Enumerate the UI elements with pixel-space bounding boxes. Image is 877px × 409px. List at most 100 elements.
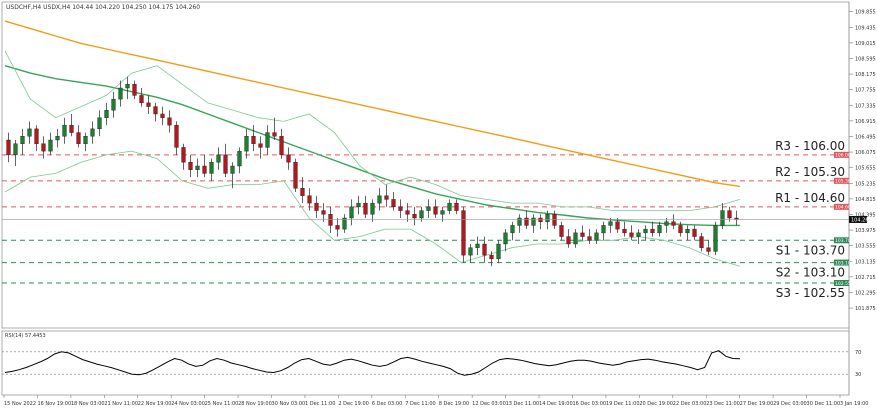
candle xyxy=(111,91,116,118)
candle xyxy=(300,177,305,204)
candle xyxy=(398,199,403,218)
candle xyxy=(237,147,242,174)
candle xyxy=(685,225,690,241)
rsi-tick-label: 30 xyxy=(855,372,861,378)
price-tick-label: 103.555 xyxy=(855,244,876,250)
candle xyxy=(328,206,333,233)
time-tick-label: 7 Dec 11:00 xyxy=(405,401,435,407)
candle xyxy=(223,143,228,178)
candle xyxy=(706,240,711,256)
level-tag-value: 105.300 xyxy=(835,179,854,185)
candle xyxy=(118,80,123,107)
candle xyxy=(258,136,263,159)
level-tag xyxy=(834,280,849,286)
price-tick-label: 102.715 xyxy=(855,275,876,281)
candle xyxy=(405,203,410,222)
price-tick-label: 103.135 xyxy=(855,259,876,265)
candle xyxy=(188,154,193,178)
candle xyxy=(678,221,683,237)
level-tag xyxy=(834,177,849,184)
price-tick-label: 102.295 xyxy=(855,290,876,296)
price-tick-label: 109.015 xyxy=(855,41,876,47)
candle xyxy=(286,147,291,170)
time-tick-label: 21 Nov 11:00 xyxy=(104,401,138,407)
candle xyxy=(55,128,60,148)
time-tick-label: 18 Nov 03:00 xyxy=(71,401,105,407)
candle xyxy=(538,214,543,230)
candle xyxy=(356,195,361,215)
candle xyxy=(643,225,648,241)
candle xyxy=(559,221,564,241)
time-tick-label: 22 Nov 19:00 xyxy=(138,401,172,407)
candle xyxy=(412,206,417,226)
candle xyxy=(62,117,67,144)
candle xyxy=(230,162,235,189)
price-tick-label: 106.075 xyxy=(855,150,876,156)
candle xyxy=(363,195,368,218)
price-tick-label: 105.655 xyxy=(855,166,876,172)
level-tag xyxy=(834,259,849,266)
candle xyxy=(447,199,452,215)
candle xyxy=(307,188,312,211)
time-tick-label: 30 Dec 11:00 xyxy=(807,401,841,407)
candle xyxy=(321,203,326,222)
candle xyxy=(566,229,571,248)
candle xyxy=(433,199,438,218)
candle xyxy=(482,236,487,263)
price-tick-label: 108.175 xyxy=(855,72,876,78)
candle xyxy=(496,240,501,263)
candle xyxy=(657,221,662,237)
candle xyxy=(181,143,186,170)
candle xyxy=(195,158,200,178)
candle xyxy=(167,110,172,133)
level-tag-value: 106.000 xyxy=(835,153,854,159)
level-label-s2: S2 - 103.10 xyxy=(776,266,845,280)
candle xyxy=(580,225,585,241)
time-tick-label: 13 Dec 11:00 xyxy=(506,401,540,407)
candle xyxy=(34,125,39,152)
candle xyxy=(692,225,697,241)
candle xyxy=(384,184,389,207)
level-tag xyxy=(834,237,849,244)
candle xyxy=(391,192,396,211)
price-tick-label: 107.755 xyxy=(855,88,876,94)
candle xyxy=(293,158,298,192)
candle xyxy=(615,218,620,233)
candle xyxy=(69,114,74,137)
candle xyxy=(104,102,109,126)
candle xyxy=(139,88,144,107)
time-tick-label: 30 Nov 03:00 xyxy=(272,401,306,407)
candle xyxy=(573,229,578,248)
time-tick-label: 28 Nov 19:00 xyxy=(238,401,272,407)
candle xyxy=(335,218,340,237)
candle xyxy=(713,221,718,256)
candle xyxy=(160,106,165,126)
current-price-value: 104.260 xyxy=(851,217,872,223)
level-tag xyxy=(834,203,849,210)
candle xyxy=(475,236,480,256)
time-tick-label: 1 Dec 11:00 xyxy=(305,401,335,407)
candle xyxy=(153,102,158,122)
symbol-header: USDCHF,H4 USDX,H4 104.44 104.220 104.250… xyxy=(6,4,200,11)
candle xyxy=(720,203,725,230)
price-tick-label: 105.235 xyxy=(855,181,876,187)
candle xyxy=(251,125,256,152)
bollinger-upper-line xyxy=(4,50,741,212)
candle xyxy=(349,199,354,226)
bollinger-lower-line xyxy=(4,150,741,267)
candle xyxy=(146,95,151,114)
time-tick-label: 25 Nov 11:00 xyxy=(205,401,239,407)
candle xyxy=(510,221,515,241)
price-tick-label: 106.915 xyxy=(855,119,876,125)
candle xyxy=(545,210,550,230)
level-tag-value: 103.700 xyxy=(835,238,854,244)
price-tick-label: 107.335 xyxy=(855,103,876,109)
candle xyxy=(629,225,634,241)
time-tick-label: 19 Dec 11:00 xyxy=(606,401,640,407)
level-label-r3: R3 - 106.00 xyxy=(775,139,845,153)
candle xyxy=(594,229,599,244)
candle xyxy=(517,214,522,233)
price-tick-label: 104.815 xyxy=(855,197,876,203)
candle xyxy=(244,128,249,159)
